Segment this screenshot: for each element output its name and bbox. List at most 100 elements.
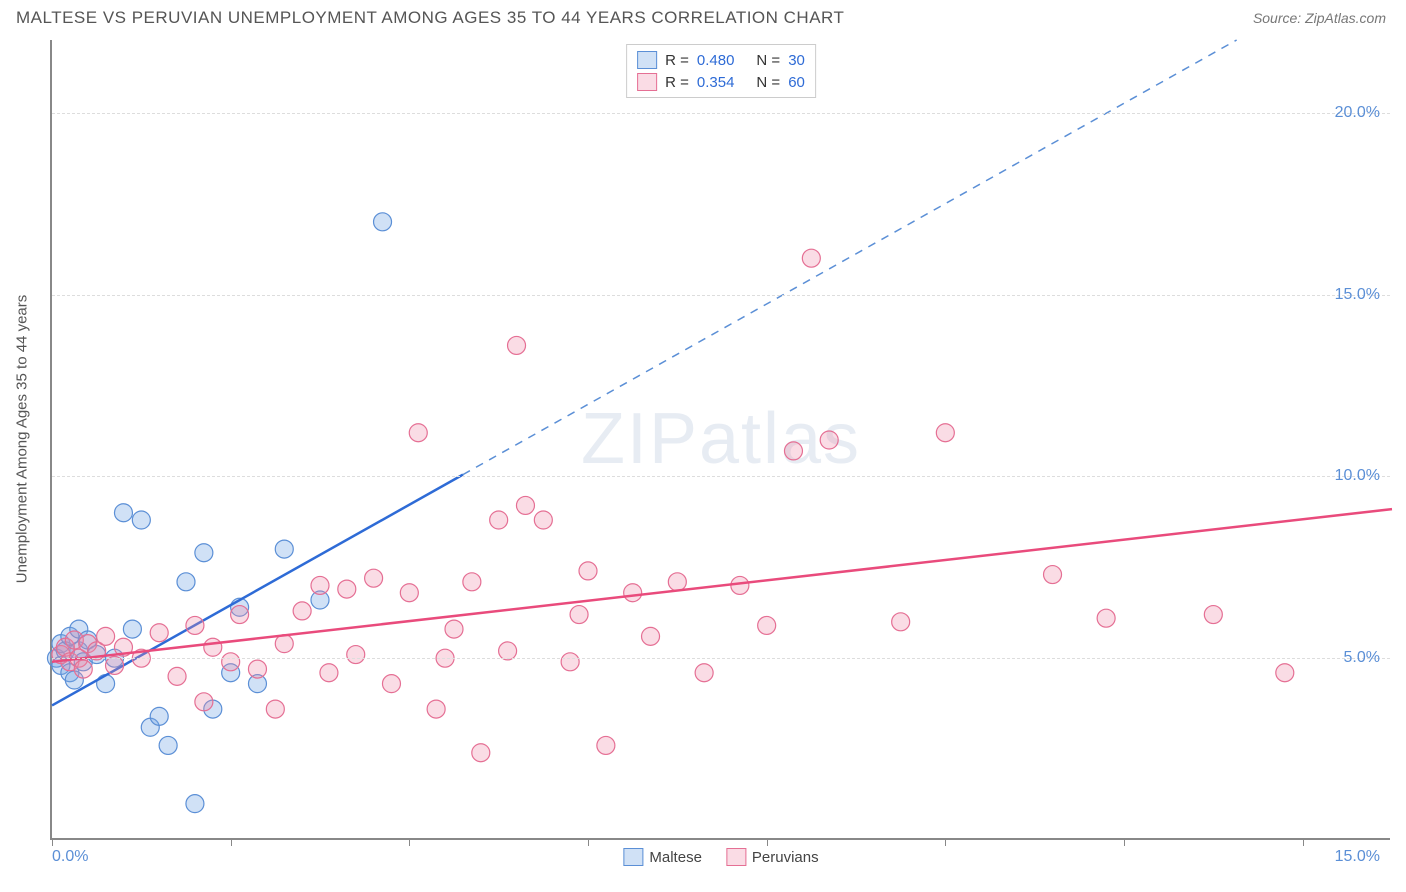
y-axis-title: Unemployment Among Ages 35 to 44 years (14, 295, 31, 584)
scatter-point (74, 660, 92, 678)
x-axis-min-label: 0.0% (52, 848, 88, 866)
scatter-point (508, 336, 526, 354)
scatter-point (320, 664, 338, 682)
scatter-point (597, 736, 615, 754)
scatter-point (311, 576, 329, 594)
x-tick (52, 838, 53, 846)
scatter-point (1204, 606, 1222, 624)
scatter-point (400, 584, 418, 602)
scatter-point (758, 616, 776, 634)
scatter-point (1097, 609, 1115, 627)
scatter-point (293, 602, 311, 620)
legend-n-label: N = (756, 52, 780, 69)
scatter-point (150, 707, 168, 725)
plot-container: Unemployment Among Ages 35 to 44 years Z… (50, 40, 1390, 840)
scatter-point (195, 544, 213, 562)
legend-r-label: R = (665, 52, 689, 69)
scatter-point (624, 584, 642, 602)
gridline (52, 476, 1390, 477)
legend-r-value: 0.354 (697, 74, 735, 91)
gridline (52, 658, 1390, 659)
scatter-point (1276, 664, 1294, 682)
scatter-point (338, 580, 356, 598)
scatter-point (186, 616, 204, 634)
legend-n-value: 30 (788, 52, 805, 69)
x-tick (1124, 838, 1125, 846)
scatter-point (347, 646, 365, 664)
scatter-point (150, 624, 168, 642)
scatter-point (365, 569, 383, 587)
legend-r-label: R = (665, 74, 689, 91)
x-tick (409, 838, 410, 846)
scatter-point (668, 573, 686, 591)
chart-title: MALTESE VS PERUVIAN UNEMPLOYMENT AMONG A… (16, 8, 844, 28)
scatter-point (222, 653, 240, 671)
legend-item: Peruvians (726, 848, 819, 866)
scatter-point (472, 744, 490, 762)
scatter-point (123, 620, 141, 638)
scatter-point (784, 442, 802, 460)
scatter-point (97, 675, 115, 693)
scatter-point (802, 249, 820, 267)
scatter-point (382, 675, 400, 693)
legend-item: Maltese (623, 848, 702, 866)
scatter-point (132, 511, 150, 529)
scatter-point (445, 620, 463, 638)
scatter-point (820, 431, 838, 449)
scatter-point (731, 576, 749, 594)
scatter-point (642, 627, 660, 645)
x-tick (945, 838, 946, 846)
legend-r-value: 0.480 (697, 52, 735, 69)
legend-row: R = 0.480 N = 30 (637, 49, 805, 71)
y-tick-label: 10.0% (1335, 467, 1380, 485)
regression-extension (463, 40, 1237, 475)
legend-swatch (726, 848, 746, 866)
scatter-point (1044, 566, 1062, 584)
scatter-point (695, 664, 713, 682)
scatter-point (231, 606, 249, 624)
plot-area: Unemployment Among Ages 35 to 44 years Z… (50, 40, 1390, 840)
legend-bottom: Maltese Peruvians (623, 848, 818, 866)
title-bar: MALTESE VS PERUVIAN UNEMPLOYMENT AMONG A… (0, 0, 1406, 32)
x-axis-max-label: 15.0% (1335, 848, 1380, 866)
gridline (52, 295, 1390, 296)
source-label: Source: ZipAtlas.com (1253, 10, 1386, 26)
legend-n-value: 60 (788, 74, 805, 91)
legend-n-label: N = (756, 74, 780, 91)
scatter-point (570, 606, 588, 624)
scatter-point (168, 667, 186, 685)
scatter-point (275, 635, 293, 653)
legend-swatch (623, 848, 643, 866)
scatter-point (374, 213, 392, 231)
x-tick (767, 838, 768, 846)
legend-top: R = 0.480 N = 30 R = 0.354 N = 60 (626, 44, 816, 98)
scatter-point (248, 660, 266, 678)
regression-line (52, 509, 1392, 662)
scatter-point (177, 573, 195, 591)
scatter-point (579, 562, 597, 580)
scatter-point (490, 511, 508, 529)
scatter-point (409, 424, 427, 442)
y-tick-label: 20.0% (1335, 104, 1380, 122)
scatter-point (266, 700, 284, 718)
x-tick (231, 838, 232, 846)
legend-swatch (637, 73, 657, 91)
scatter-point (936, 424, 954, 442)
scatter-point (534, 511, 552, 529)
legend-swatch (637, 51, 657, 69)
scatter-point (204, 638, 222, 656)
legend-label: Maltese (649, 849, 702, 866)
y-tick-label: 15.0% (1335, 286, 1380, 304)
scatter-point (892, 613, 910, 631)
scatter-point (159, 736, 177, 754)
x-tick (1303, 838, 1304, 846)
scatter-point (195, 693, 213, 711)
scatter-point (561, 653, 579, 671)
scatter-point (275, 540, 293, 558)
scatter-point (516, 496, 534, 514)
scatter-point (97, 627, 115, 645)
scatter-point (186, 795, 204, 813)
scatter-point (427, 700, 445, 718)
x-tick (588, 838, 589, 846)
gridline (52, 113, 1390, 114)
